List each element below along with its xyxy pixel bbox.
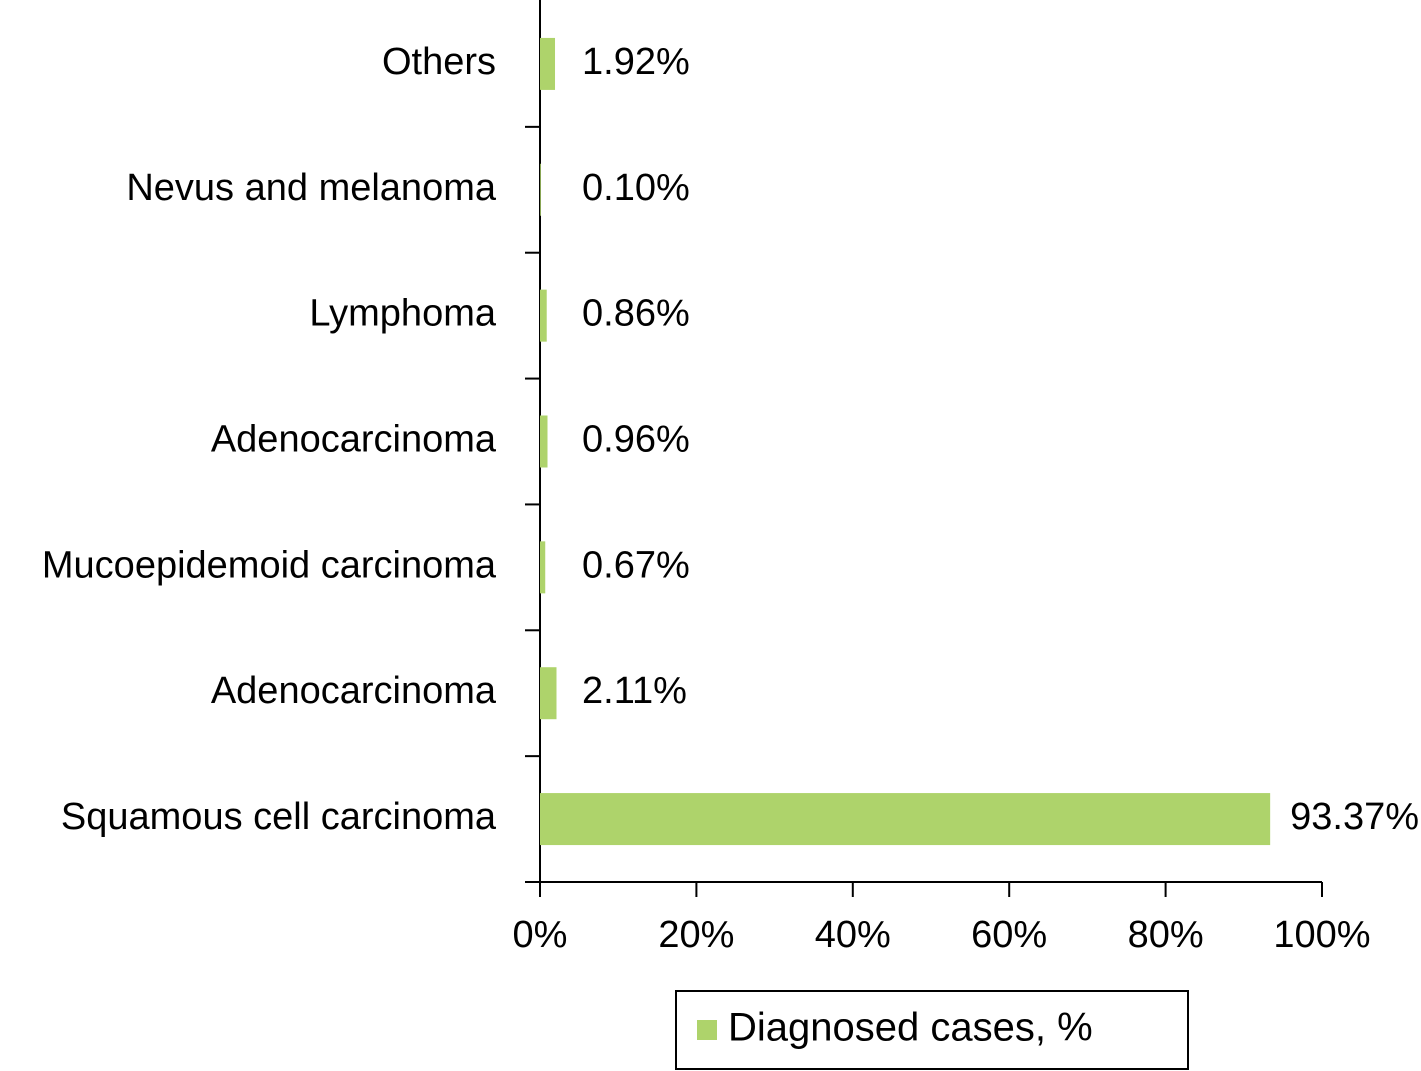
x-tick-label: 80% [1128, 914, 1204, 956]
bar [540, 415, 548, 468]
y-tick-label: Mucoepidemoid carcinoma [42, 544, 497, 586]
value-label: 0.10% [582, 167, 690, 209]
value-label: 1.92% [582, 41, 690, 83]
y-tick-label: Adenocarcinoma [211, 419, 497, 461]
bar [540, 667, 557, 720]
bar [540, 289, 547, 342]
y-tick-label: Squamous cell carcinoma [61, 796, 497, 838]
y-tick-label: Lymphoma [309, 293, 496, 335]
x-tick-label: 40% [815, 914, 891, 956]
bar [540, 163, 541, 216]
value-label: 2.11% [582, 670, 687, 712]
x-tick-label: 0% [513, 914, 568, 956]
bar [540, 37, 556, 90]
x-tick-label: 100% [1273, 914, 1370, 956]
legend-box [675, 990, 1189, 1070]
legend-swatch [697, 1020, 717, 1040]
legend-label: Diagnosed cases, % [728, 1006, 1093, 1050]
y-tick-label: Others [382, 41, 496, 83]
y-tick-label: Adenocarcinoma [211, 670, 497, 712]
x-tick-label: 20% [658, 914, 734, 956]
value-label: 0.86% [582, 293, 690, 335]
x-tick-label: 60% [971, 914, 1047, 956]
bar [540, 793, 1271, 846]
value-label: 0.67% [582, 544, 690, 586]
value-label: 0.96% [582, 419, 690, 461]
value-label: 93.37% [1290, 796, 1419, 838]
bar [540, 541, 546, 594]
y-tick-label: Nevus and melanoma [126, 167, 497, 209]
